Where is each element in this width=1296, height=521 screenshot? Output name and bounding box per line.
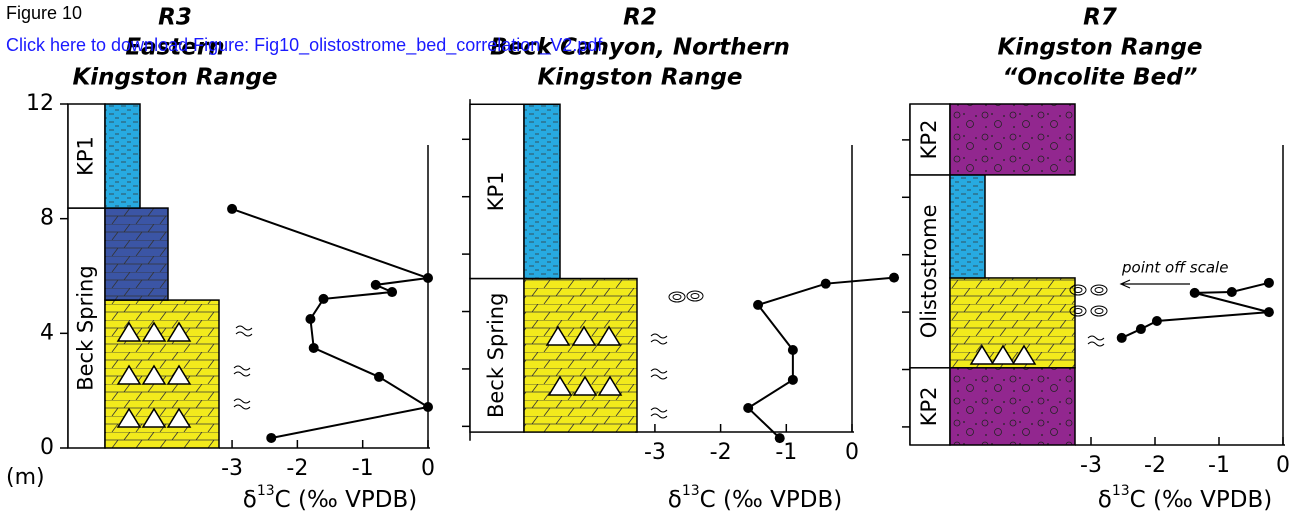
data-point <box>1263 277 1274 288</box>
data-point <box>774 433 785 444</box>
x-axis-label-part: C (‰ VPDB) <box>700 487 843 513</box>
panel-title: Eastern <box>125 35 224 61</box>
panel-title: “Oncolite Bed” <box>1003 65 1198 91</box>
x-tick-label: -2 <box>710 440 732 465</box>
data-point <box>227 203 238 214</box>
panel-title: Beck Canyon, Northern <box>490 35 790 61</box>
data-point <box>308 342 319 353</box>
data-point <box>387 287 398 298</box>
x-tick-label: -3 <box>644 440 666 465</box>
x-axis-label-part: 13 <box>1112 483 1130 499</box>
data-point <box>787 344 798 355</box>
unit-label: Beck Spring <box>484 293 508 418</box>
x-axis-label-part: δ <box>243 487 257 513</box>
y-axis-label: (m) <box>6 465 45 490</box>
data-point <box>423 402 433 413</box>
ripple-symbol <box>233 325 1105 419</box>
data-point <box>370 279 381 290</box>
unit-box <box>909 103 951 176</box>
panel-title: Kingston Range <box>72 65 277 91</box>
annotation-arrow <box>1119 279 1190 289</box>
x-tick-label: -1 <box>1208 453 1230 478</box>
unit-label: KP2 <box>917 120 941 160</box>
y-tick-label: 4 <box>40 320 54 345</box>
x-tick-label: -3 <box>221 456 243 481</box>
panel-title: Kingston Range <box>537 65 742 91</box>
x-axis-label-part: C (‰ VPDB) <box>275 487 418 513</box>
x-tick-label: -2 <box>286 456 308 481</box>
data-point <box>374 371 385 382</box>
data-point <box>318 293 329 304</box>
x-axis-label-part: C (‰ VPDB) <box>1130 487 1273 513</box>
unit-box <box>909 367 951 446</box>
data-point <box>266 432 277 443</box>
unit-label: Beck Spring <box>74 265 98 390</box>
figure-label: Figure 10 <box>6 3 82 23</box>
evaporite-symbol <box>116 321 192 428</box>
bed-pattern <box>949 367 1076 446</box>
x-tick-label: 0 <box>1276 453 1290 478</box>
annotation: point off scale <box>1121 259 1228 277</box>
bed-pattern <box>523 277 638 433</box>
x-axis-label-part: 13 <box>682 483 700 499</box>
data-point <box>787 374 798 385</box>
panel-title: R7 <box>1083 5 1117 31</box>
y-tick-label: 0 <box>40 435 54 460</box>
x-tick-label: -1 <box>775 440 797 465</box>
panels: R3 Eastern Kingston Range 0 4 8 12 (m) Beck Spri… <box>6 5 1290 513</box>
y-tick-label: 12 <box>26 91 54 116</box>
x-tick-label: -1 <box>352 456 374 481</box>
x-tick-label: -3 <box>1080 453 1102 478</box>
bed-pattern <box>949 103 1076 176</box>
evaporite-symbol <box>545 325 623 396</box>
data-point <box>1226 287 1237 298</box>
unit-box <box>909 174 951 369</box>
data-point <box>889 272 900 283</box>
isotope-curve <box>231 207 431 439</box>
data-point <box>1151 316 1162 326</box>
panel-title: R2 <box>623 5 657 31</box>
panel-title: R3 <box>158 5 192 31</box>
bed-pattern <box>523 103 561 280</box>
unit-box <box>469 103 525 280</box>
data-point <box>1263 307 1274 318</box>
data-point <box>753 299 764 310</box>
unit-label: Olistostrome <box>917 204 941 338</box>
unit-label: KP2 <box>917 386 941 426</box>
unit-box <box>67 207 106 449</box>
x-axis-label-part: δ <box>668 487 682 513</box>
x-tick-label: 0 <box>845 440 859 465</box>
x-axis-label-part: δ <box>1098 487 1112 513</box>
panel-title: Kingston Range <box>997 35 1202 61</box>
x-axis-label-part: 13 <box>257 483 275 499</box>
bed-pattern <box>949 174 986 279</box>
symbols <box>116 279 1190 428</box>
data-point <box>305 314 316 324</box>
download-link[interactable]: Click here to download Figure: Fig10_oli… <box>6 35 603 56</box>
unit-label: KP1 <box>484 171 508 211</box>
data-point <box>423 273 433 284</box>
x-axis-label: δ13C (‰ VPDB) <box>1098 483 1273 513</box>
x-tick-label: -2 <box>1144 453 1166 478</box>
unit-label: KP1 <box>74 136 98 176</box>
data-point <box>1135 324 1146 335</box>
x-axis-label: δ13C (‰ VPDB) <box>243 483 418 513</box>
x-axis-label: δ13C (‰ VPDB) <box>668 483 843 513</box>
bed-pattern <box>949 277 1076 369</box>
data-point <box>1189 287 1200 298</box>
oncoid-symbol <box>668 284 1108 317</box>
data-point <box>743 402 754 413</box>
bed-pattern <box>104 103 141 209</box>
evaporite-symbol <box>969 344 1037 365</box>
bed-pattern <box>104 207 169 301</box>
unit-box <box>67 103 106 209</box>
data-point <box>1116 332 1127 343</box>
y-tick-label: 8 <box>40 206 54 231</box>
x-tick-label: 0 <box>421 456 435 481</box>
isotope-curve <box>746 276 895 439</box>
data-point <box>820 278 831 289</box>
